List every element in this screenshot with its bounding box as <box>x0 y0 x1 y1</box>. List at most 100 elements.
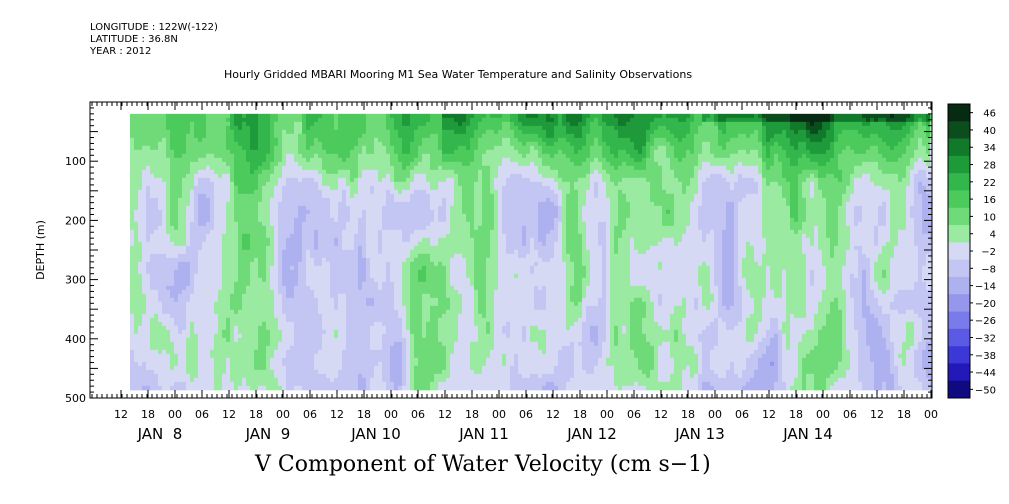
heat-cell <box>310 173 315 179</box>
heat-cell <box>558 157 563 163</box>
heat-cell <box>850 129 855 135</box>
heat-cell <box>690 133 695 139</box>
heat-cell <box>466 197 471 203</box>
heat-cell <box>514 141 519 147</box>
heat-cell <box>758 113 763 119</box>
heat-cell <box>478 205 483 211</box>
heat-cell <box>618 181 623 187</box>
heat-cell <box>298 125 303 131</box>
heat-cell <box>262 185 267 191</box>
heat-cell <box>442 205 447 211</box>
heat-cell <box>846 137 851 143</box>
heat-cell <box>714 169 719 175</box>
heat-cell <box>422 141 427 147</box>
heat-cell <box>690 181 695 187</box>
heat-cell <box>838 117 843 123</box>
heat-cell <box>902 197 907 203</box>
heat-cell <box>166 133 171 139</box>
heat-cell <box>922 181 927 187</box>
heat-cell <box>670 177 675 183</box>
heat-cell <box>230 209 235 215</box>
heat-cell <box>850 193 855 199</box>
heat-cell <box>814 153 819 159</box>
heat-cell <box>578 121 583 127</box>
heat-cell <box>766 197 771 203</box>
heat-cell <box>742 205 747 211</box>
heat-cell <box>330 161 335 167</box>
heat-cell <box>798 125 803 131</box>
heat-cell <box>374 209 379 215</box>
heat-cell <box>550 189 555 195</box>
heat-cell <box>518 161 523 167</box>
heat-cell <box>630 113 635 119</box>
heat-cell <box>542 173 547 179</box>
heat-cell <box>254 141 259 147</box>
heat-cell <box>398 201 403 207</box>
heat-cell <box>814 193 819 199</box>
heat-cell <box>574 193 579 199</box>
heat-cell <box>734 137 739 143</box>
heat-cell <box>858 201 863 207</box>
heat-cell <box>914 149 919 155</box>
heat-cell <box>358 141 363 147</box>
heat-cell <box>546 205 551 211</box>
heat-cell <box>646 137 651 143</box>
heat-cell <box>702 133 707 139</box>
heat-cell <box>758 137 763 143</box>
heat-cell <box>246 181 251 187</box>
heat-cell <box>230 141 235 147</box>
heat-cell <box>258 181 263 187</box>
heat-cell <box>174 149 179 155</box>
heat-cell <box>874 189 879 195</box>
heat-cell <box>554 189 559 195</box>
heat-cell <box>546 169 551 175</box>
heat-cell <box>218 173 223 179</box>
heat-cell <box>518 145 523 151</box>
heat-cell <box>686 189 691 195</box>
heat-cell <box>510 125 515 131</box>
heat-cell <box>878 197 883 203</box>
heat-cell <box>634 189 639 195</box>
heat-cell <box>590 173 595 179</box>
heat-cell <box>238 169 243 175</box>
heat-cell <box>842 149 847 155</box>
heat-cell <box>594 165 599 171</box>
heat-cell <box>582 205 587 211</box>
heat-cell <box>290 121 295 127</box>
heat-cell <box>414 181 419 187</box>
heat-cell <box>710 173 715 179</box>
heat-cell <box>174 185 179 191</box>
heat-cell <box>178 193 183 199</box>
heat-cell <box>626 205 631 211</box>
heat-cell <box>318 129 323 135</box>
heat-cell <box>278 165 283 171</box>
heat-cell <box>758 201 763 207</box>
heat-cell <box>890 121 895 127</box>
heat-cell <box>570 169 575 175</box>
heat-cell <box>474 137 479 143</box>
heat-cell <box>810 113 815 119</box>
heat-cell <box>834 157 839 163</box>
heat-cell <box>870 181 875 187</box>
heat-cell <box>374 157 379 163</box>
heat-cell <box>366 137 371 143</box>
heat-cell <box>802 185 807 191</box>
heat-cell <box>130 173 135 179</box>
heat-cell <box>422 181 427 187</box>
heat-cell <box>442 125 447 131</box>
heat-cell <box>246 141 251 147</box>
heat-cell <box>518 197 523 203</box>
heat-cell <box>326 201 331 207</box>
heat-cell <box>814 181 819 187</box>
heat-cell <box>710 189 715 195</box>
heat-cell <box>146 185 151 191</box>
heat-cell <box>282 133 287 139</box>
heat-cell <box>346 157 351 163</box>
heat-cell <box>866 137 871 143</box>
heat-cell <box>522 193 527 199</box>
heat-cell <box>170 173 175 179</box>
heat-cell <box>914 133 919 139</box>
heat-cell <box>602 173 607 179</box>
heat-cell <box>650 177 655 183</box>
heat-cell <box>626 209 631 215</box>
